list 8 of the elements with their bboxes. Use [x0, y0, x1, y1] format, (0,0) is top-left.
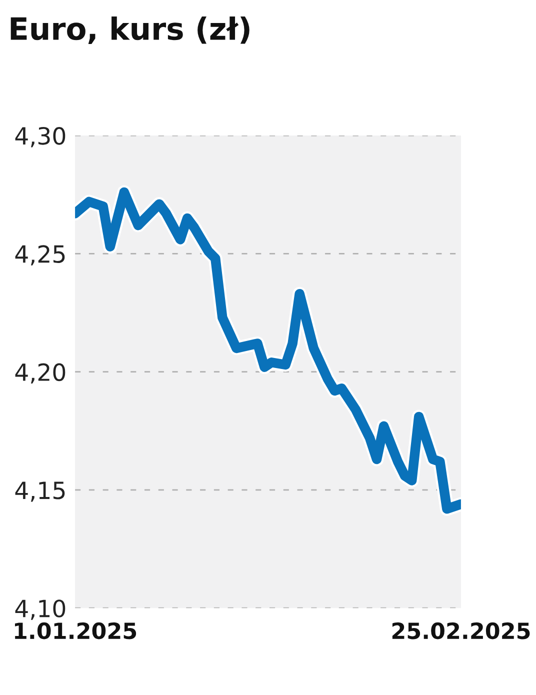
- y-tick-label: 4,20: [15, 363, 66, 384]
- chart-title: Euro, kurs (zł): [10, 16, 250, 44]
- y-tick-label: 4,10: [15, 600, 66, 620]
- y-tick-label: 4,15: [15, 482, 65, 502]
- y-tick-label: 4,25: [15, 245, 65, 266]
- y-tick-label: 4,30: [15, 126, 66, 148]
- x-tick-label: 25.02.2025: [392, 622, 530, 640]
- x-tick-label: 1.01.2025: [14, 622, 136, 640]
